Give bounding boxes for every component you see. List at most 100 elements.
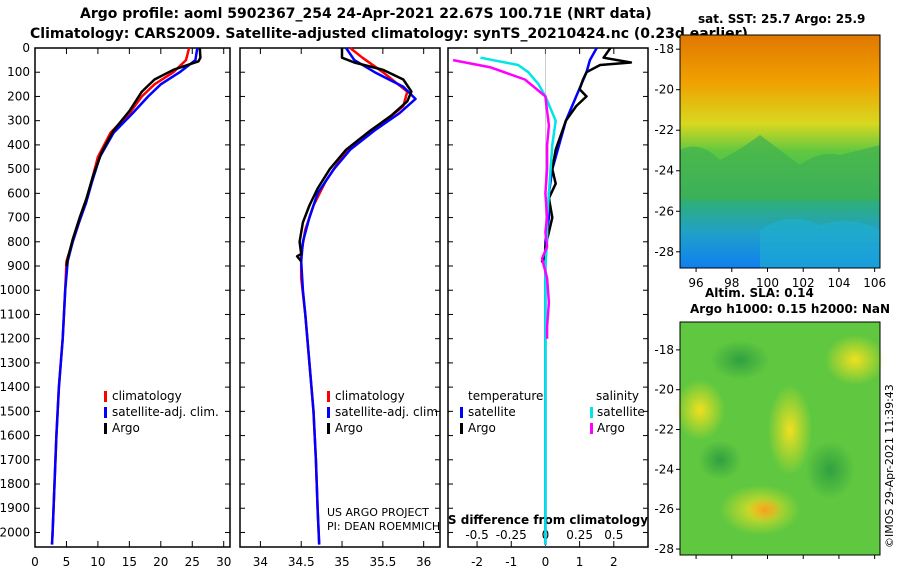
legend-swatch <box>590 423 593 434</box>
legend-label: satellite <box>468 405 516 419</box>
x-tick-label: 25 <box>185 555 200 569</box>
sla-map <box>675 321 885 556</box>
salinity-panel-frame <box>239 47 441 548</box>
x-tick-label: 10 <box>90 555 105 569</box>
y-tick-label: 700 <box>7 211 30 225</box>
y-tick-label: 1400 <box>0 380 30 394</box>
series-line-salinity-argo <box>452 58 551 339</box>
y-tick-label: 500 <box>7 162 30 176</box>
sst-y-tick-label: -22 <box>654 123 674 137</box>
sla-y-tick-label: -22 <box>654 423 674 437</box>
legend-swatch <box>590 407 593 418</box>
x-tick-label: 35.5 <box>369 555 396 569</box>
sst-y-tick-label: -26 <box>654 204 674 218</box>
legend-label: Argo <box>468 421 496 435</box>
legend-swatch <box>327 407 330 418</box>
x-tick-label: 30 <box>216 555 231 569</box>
x-tick-label: 5 <box>63 555 71 569</box>
y-tick-label: 1600 <box>0 429 30 443</box>
x-tick-label: 1 <box>576 555 584 569</box>
temperature-panel-frame <box>34 47 231 548</box>
x-tick-label: -2 <box>471 555 483 569</box>
y-tick-label: 1300 <box>0 356 30 370</box>
legend-label: satellite-adj. clim. <box>335 405 442 419</box>
series-line-satellite-adj-clim- <box>299 47 417 545</box>
legend-label: climatology <box>112 389 182 403</box>
series-line-temperature-argo <box>540 47 633 267</box>
y-tick-label: 1800 <box>0 477 30 491</box>
legend-header-salinity: salinity <box>596 389 639 403</box>
sla-map-blob <box>768 385 812 475</box>
sla-map-blob <box>698 440 742 480</box>
series-line-argo <box>65 47 202 267</box>
sla-y-tick-label: -18 <box>654 343 674 357</box>
series-line-salinity-satellite <box>480 56 557 545</box>
legend-swatch <box>327 391 330 402</box>
s-diff-tick-label: -0.5 <box>465 528 488 542</box>
sst-y-tick-label: -24 <box>654 164 674 178</box>
x-tick-label: 15 <box>122 555 137 569</box>
legend-header-temperature: temperature <box>468 389 543 403</box>
sst-map-cyan-region <box>760 218 880 268</box>
legend-label: climatology <box>335 389 405 403</box>
x-tick-label: 35 <box>334 555 349 569</box>
y-tick-label: 400 <box>7 138 30 152</box>
y-tick-label: 300 <box>7 114 30 128</box>
y-tick-label: 1500 <box>0 404 30 418</box>
sst-x-tick-label: 98 <box>724 276 739 290</box>
sst-map <box>679 34 881 269</box>
sst-x-tick-label: 96 <box>688 276 703 290</box>
y-tick-label: 1100 <box>0 307 30 321</box>
sla-map-title-1: Altim. SLA: 0.14 <box>705 286 814 300</box>
sst-map-title: sat. SST: 25.7 Argo: 25.9 <box>698 12 865 26</box>
legend-swatch <box>104 391 107 402</box>
y-tick-label: 1700 <box>0 453 30 467</box>
sla-map-blob <box>805 440 855 500</box>
y-tick-label: 200 <box>7 89 30 103</box>
x-tick-label: -1 <box>505 555 517 569</box>
series-line-temperature-satellite <box>544 47 598 545</box>
sst-x-tick-label: 104 <box>827 276 850 290</box>
legend-swatch <box>104 423 107 434</box>
y-tick-label: 0 <box>22 41 30 55</box>
s-diff-tick-label: 0.25 <box>566 528 593 542</box>
copyright-label: ©IMOS 29-Apr-2021 11:39:43 <box>883 384 896 548</box>
sst-y-tick-label: -20 <box>654 83 674 97</box>
y-tick-label: 1000 <box>0 283 30 297</box>
sst-y-tick-label: -28 <box>654 245 674 259</box>
s-diff-tick-label: -0.25 <box>496 528 527 542</box>
y-tick-label: 1200 <box>0 332 30 346</box>
legend-swatch <box>460 407 463 418</box>
legend-label: Argo <box>597 421 625 435</box>
x-tick-label: 0 <box>542 555 550 569</box>
x-tick-label: 20 <box>153 555 168 569</box>
series-line-argo <box>295 48 413 263</box>
s-diff-axis-label: S difference from climatology <box>448 513 648 527</box>
x-tick-label: 2 <box>610 555 618 569</box>
sla-map-blob <box>710 340 770 380</box>
legend-swatch <box>460 423 463 434</box>
title-line-1: Argo profile: aoml 5902367_254 24-Apr-20… <box>80 6 652 22</box>
legend-swatch <box>327 423 330 434</box>
y-tick-label: 600 <box>7 186 30 200</box>
x-tick-label: 36 <box>416 555 431 569</box>
sla-map-blob <box>825 335 885 385</box>
legend-label: satellite-adj. clim. <box>112 405 219 419</box>
sla-map-title-2: Argo h1000: 0.15 h2000: NaN <box>690 302 890 316</box>
sla-map-frame <box>679 321 881 556</box>
sla-y-tick-label: -26 <box>654 502 674 516</box>
sst-x-tick-label: 106 <box>863 276 886 290</box>
y-tick-label: 900 <box>7 259 30 273</box>
sst-x-tick-label: 102 <box>792 276 815 290</box>
title-line-2: Climatology: CARS2009. Satellite-adjuste… <box>30 26 748 42</box>
credit-line: PI: DEAN ROEMMICH <box>327 520 440 533</box>
x-tick-label: 34 <box>253 555 268 569</box>
legend-label: Argo <box>112 421 140 435</box>
x-tick-label: 0 <box>31 555 39 569</box>
legend-swatch <box>104 407 107 418</box>
sla-y-tick-label: -24 <box>654 462 674 476</box>
difference-panel-frame <box>447 47 649 548</box>
s-diff-tick-label: 0.5 <box>604 528 623 542</box>
y-tick-label: 100 <box>7 65 30 79</box>
